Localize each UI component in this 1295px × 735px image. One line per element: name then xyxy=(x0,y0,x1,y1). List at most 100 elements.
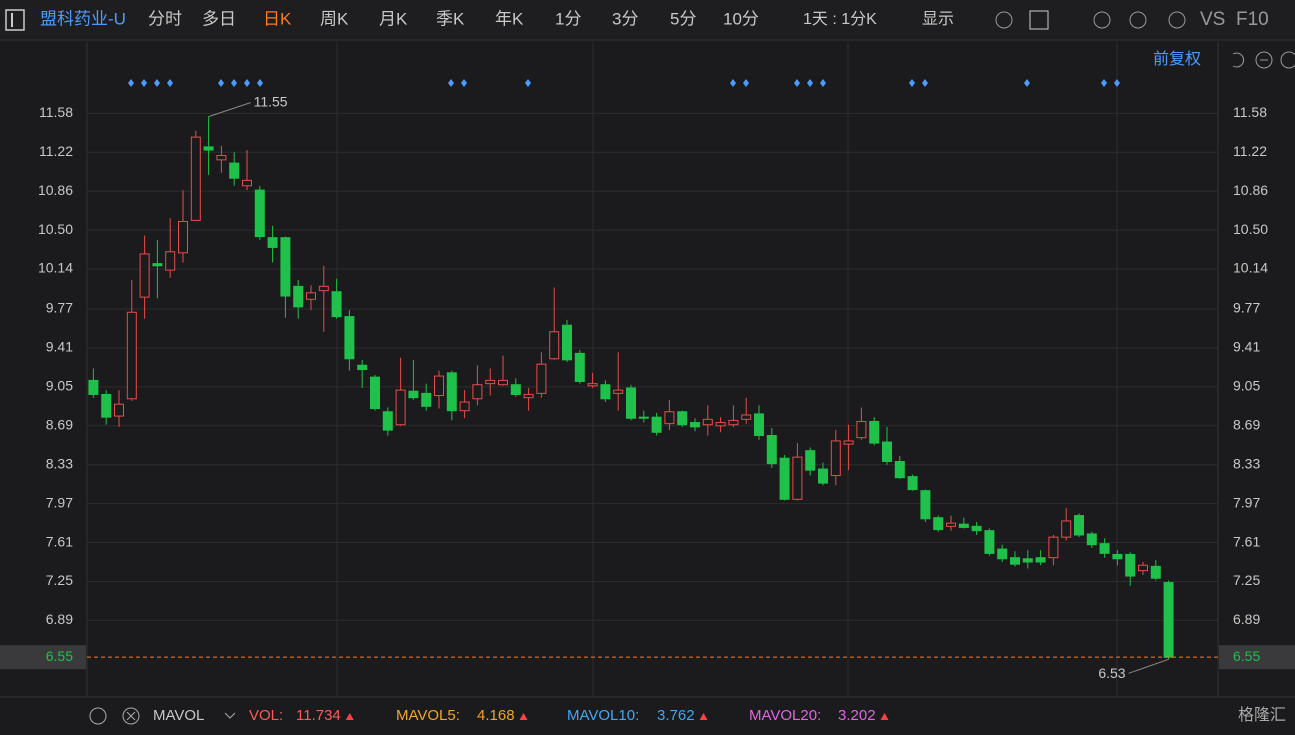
event-marker[interactable] xyxy=(1024,79,1030,87)
candle-body xyxy=(1048,536,1059,559)
event-marker[interactable] xyxy=(244,79,250,87)
y-tick-label: 8.69 xyxy=(46,417,73,433)
reset-icon[interactable] xyxy=(1232,52,1245,68)
event-marker[interactable] xyxy=(743,79,749,87)
period-tab[interactable]: 多日 xyxy=(202,9,236,28)
candle-body xyxy=(395,389,406,426)
event-marker[interactable] xyxy=(448,79,454,87)
y-tick-label: 7.25 xyxy=(46,572,73,588)
candle-body xyxy=(165,251,176,271)
candle-body xyxy=(830,440,841,477)
low-label: 6.53 xyxy=(1098,665,1125,681)
candle-body xyxy=(472,384,483,400)
indicator-value: 3.762 xyxy=(657,707,695,724)
fullscreen-icon[interactable] xyxy=(1168,11,1186,29)
period-tab[interactable]: 5分 xyxy=(670,9,696,28)
candle-body xyxy=(882,441,892,462)
f10-button[interactable]: F10 xyxy=(1236,9,1269,30)
y-tick-label-right: 8.33 xyxy=(1233,455,1260,471)
event-marker[interactable] xyxy=(794,79,800,87)
indicator-value: 4.168 xyxy=(477,707,515,724)
candle-body xyxy=(651,416,662,433)
event-marker[interactable] xyxy=(128,79,134,87)
candle-body xyxy=(126,311,137,400)
candle-body xyxy=(600,384,611,400)
event-marker[interactable] xyxy=(257,79,263,87)
candle-body xyxy=(690,422,700,428)
adjust-button[interactable]: 前复权 xyxy=(1153,50,1201,68)
event-marker[interactable] xyxy=(820,79,826,87)
y-tick-label: 9.77 xyxy=(46,300,73,316)
candle-body xyxy=(984,530,995,554)
indicator-settings[interactable] xyxy=(89,707,107,725)
camera-icon[interactable] xyxy=(1093,11,1111,29)
y-tick-label-right: 8.69 xyxy=(1233,417,1260,433)
event-marker[interactable] xyxy=(218,79,224,87)
event-marker[interactable] xyxy=(141,79,147,87)
candle-body xyxy=(933,517,944,531)
period-tab[interactable]: 周K xyxy=(320,9,349,28)
event-marker[interactable] xyxy=(154,79,160,87)
event-marker[interactable] xyxy=(909,79,915,87)
y-tick-label: 10.86 xyxy=(38,182,73,198)
candle-body xyxy=(1163,582,1174,658)
candle-body xyxy=(638,416,649,419)
candle-body xyxy=(485,379,496,385)
period-tab[interactable]: 季K xyxy=(436,9,465,28)
candle-body xyxy=(818,468,828,484)
y-tick-label-right: 9.77 xyxy=(1233,300,1260,316)
candle-body xyxy=(1150,565,1161,579)
indicator-name[interactable]: MAVOL xyxy=(153,707,204,724)
zoom-in[interactable] xyxy=(1280,51,1295,69)
candle-body xyxy=(498,379,508,386)
event-marker[interactable] xyxy=(1101,79,1107,87)
y-tick-label-right: 11.22 xyxy=(1233,143,1267,159)
period-tab[interactable]: 年K xyxy=(495,9,524,28)
candle-body xyxy=(536,363,547,394)
current-price-box-right xyxy=(1219,645,1295,670)
vs-button[interactable]: VS xyxy=(1200,9,1225,30)
sidebar-toggle[interactable] xyxy=(5,9,25,31)
candle-body xyxy=(907,476,918,491)
candle-body xyxy=(408,390,419,399)
indicator-dropdown[interactable] xyxy=(224,712,236,719)
event-marker[interactable] xyxy=(167,79,173,87)
draw-icon[interactable] xyxy=(1129,11,1147,29)
candle-body xyxy=(216,155,227,161)
candle-body xyxy=(139,253,150,298)
watermark: 格隆汇 xyxy=(1238,706,1286,724)
indicator-close[interactable] xyxy=(122,707,140,725)
period-tab[interactable]: 日K xyxy=(263,9,292,28)
candle-body xyxy=(459,401,470,412)
display-menu[interactable]: 显示 xyxy=(922,11,954,28)
color-picker[interactable] xyxy=(1029,10,1049,30)
y-tick-label: 10.14 xyxy=(38,260,73,276)
candle-body xyxy=(574,352,585,382)
candle-body xyxy=(779,457,790,500)
candle-body xyxy=(715,422,726,427)
period-tab[interactable]: 分时 xyxy=(148,9,182,28)
period-select[interactable]: 1天 : 1分K xyxy=(803,10,877,28)
event-marker[interactable] xyxy=(807,79,813,87)
settings-icon[interactable] xyxy=(995,11,1013,29)
candle-body xyxy=(1099,543,1110,554)
candle-body xyxy=(1061,520,1072,538)
candle-body xyxy=(1125,553,1136,577)
event-marker[interactable] xyxy=(1114,79,1120,87)
event-marker[interactable] xyxy=(231,79,237,87)
candle-body xyxy=(997,548,1008,560)
event-marker[interactable] xyxy=(922,79,928,87)
y-tick-label: 7.61 xyxy=(46,533,73,549)
candle-body xyxy=(88,379,99,395)
zoom-out[interactable] xyxy=(1255,51,1273,69)
indicator-label: MAVOL5: xyxy=(396,707,460,724)
period-tab[interactable]: 10分 xyxy=(723,9,759,28)
event-marker[interactable] xyxy=(461,79,467,87)
period-tab[interactable]: 月K xyxy=(379,9,408,28)
period-tab[interactable]: 3分 xyxy=(612,9,638,28)
event-marker[interactable] xyxy=(525,79,531,87)
event-marker[interactable] xyxy=(730,79,736,87)
period-tab[interactable]: 1分 xyxy=(555,9,581,28)
candle-body xyxy=(421,392,432,407)
symbol[interactable]: 盟科药业-U xyxy=(40,9,126,28)
